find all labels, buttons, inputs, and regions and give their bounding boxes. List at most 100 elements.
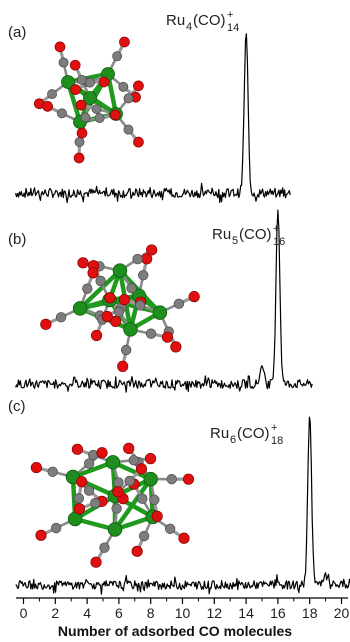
oxygen-atom — [101, 310, 113, 323]
carbon-atom — [138, 530, 150, 542]
oxygen-atom — [98, 76, 110, 88]
carbon-atom — [83, 458, 95, 469]
oxygen-atom — [87, 267, 99, 279]
oxygen-atom — [104, 292, 116, 304]
carbon-atom — [113, 306, 125, 317]
formula-ligand: (CO) — [237, 425, 270, 442]
formula-ligand: (CO) — [193, 12, 226, 29]
carbon-atom — [113, 477, 124, 488]
oxygen-atom — [118, 294, 130, 306]
oxygen-atom — [182, 473, 195, 485]
x-axis: 0 2 4 6 8 10 12 14 16 18 20 Number of adsorbed CO … — [16, 597, 350, 639]
oxygen-atom — [119, 36, 130, 48]
ru-atom — [105, 455, 121, 470]
formula-charge: + — [227, 9, 233, 21]
formula-ligand-count: 18 — [271, 435, 283, 447]
formula-element: Ru — [166, 12, 185, 29]
oxygen-atom — [77, 257, 89, 269]
formula-metal-count: 4 — [186, 21, 192, 33]
carbon-atom — [164, 523, 176, 534]
cluster-formula-label: Ru 5 (CO) +16 — [212, 223, 285, 248]
oxygen-atom — [123, 442, 135, 454]
x-tick-label: 4 — [83, 605, 91, 621]
x-tick-label: 20 — [334, 605, 350, 621]
ru-atom — [123, 322, 138, 337]
carbon-atom — [120, 344, 132, 356]
carbon-atom — [91, 104, 102, 115]
carbon-atom — [123, 124, 134, 135]
x-tick-label: 18 — [302, 605, 318, 621]
carbon-atom — [94, 113, 105, 124]
spectrum-panel-3: (c) Ru 6 (CO) +18 — [8, 398, 350, 595]
oxygen-atom — [90, 329, 103, 342]
x-tick-label: 0 — [20, 605, 28, 621]
carbon-atom — [47, 89, 57, 100]
oxygen-atom — [71, 443, 84, 455]
ru-atom — [83, 91, 97, 105]
oxygen-atom — [35, 529, 47, 541]
oxygen-atom — [109, 109, 121, 121]
carbon-atom — [123, 93, 134, 104]
oxygen-atom — [161, 331, 174, 343]
carbon-atom — [99, 542, 110, 553]
carbon-atom — [90, 497, 101, 509]
oxygen-atom — [110, 315, 122, 327]
spectrum-panel-1: (a) Ru 4 (CO) +14 — [8, 9, 291, 204]
carbon-atom — [138, 270, 149, 281]
oxygen-atom — [75, 99, 87, 111]
cluster-molecule-icon — [33, 36, 144, 164]
ru-atom — [72, 301, 88, 316]
carbon-atom — [55, 312, 67, 323]
formula-ligand-count: 14 — [227, 22, 239, 34]
carbon-atom — [58, 57, 69, 68]
x-tick-label: 8 — [147, 605, 155, 621]
oxygen-atom — [144, 453, 157, 465]
x-tick-label: 12 — [207, 605, 223, 621]
carbon-atom — [80, 112, 91, 123]
ru-atom — [143, 471, 158, 487]
x-tick-label: 10 — [175, 605, 191, 621]
cluster-formula-label: Ru 6 (CO) +18 — [210, 422, 283, 447]
formula-charge: + — [273, 223, 279, 235]
carbon-atom — [124, 475, 135, 487]
panel-letter: (a) — [8, 24, 26, 41]
carbon-atom — [85, 77, 95, 88]
oxygen-atom — [96, 447, 108, 459]
carbon-atom — [166, 473, 177, 485]
x-axis-ticks: 0 2 4 6 8 10 12 14 16 18 20 — [20, 598, 350, 621]
cluster-molecule-icon — [40, 244, 200, 372]
formula-ligand: (CO) — [239, 226, 272, 243]
carbon-atom — [47, 466, 58, 477]
oxygen-atom — [170, 341, 182, 353]
ru-atom — [61, 75, 75, 89]
carbon-atom — [74, 137, 85, 147]
x-tick-label: 6 — [115, 605, 123, 621]
carbon-atom — [111, 503, 122, 514]
x-tick-label: 2 — [51, 605, 59, 621]
carbon-atom — [50, 522, 62, 534]
panel-letter: (c) — [8, 398, 26, 415]
x-tick-label: 14 — [238, 605, 254, 621]
oxygen-atom — [54, 41, 66, 53]
carbon-atom — [82, 283, 93, 294]
x-tick-label: 16 — [270, 605, 286, 621]
oxygen-atom — [146, 244, 158, 256]
oxygen-atom — [133, 80, 144, 92]
carbon-atom — [95, 275, 106, 287]
ru-atom — [107, 522, 123, 537]
oxygen-atom — [178, 532, 190, 544]
formula-metal-count: 6 — [230, 434, 236, 446]
carbon-atom — [134, 300, 146, 311]
oxygen-atom — [69, 59, 81, 71]
cluster-formula-label: Ru 4 (CO) +14 — [166, 9, 239, 34]
oxygen-atom — [73, 152, 85, 164]
oxygen-atom — [76, 476, 88, 488]
carbon-atom — [149, 494, 160, 505]
carbon-atom — [126, 283, 137, 294]
panels-layer: (a)Ru 4 (CO) +14(b) Ru 5 (CO) +16(c)Ru 6 (CO) +18 — [8, 9, 350, 595]
carbon-atom — [137, 493, 148, 504]
oxygen-atom — [40, 318, 52, 330]
carbon-atom — [128, 455, 139, 466]
spectrum-line — [15, 209, 313, 393]
